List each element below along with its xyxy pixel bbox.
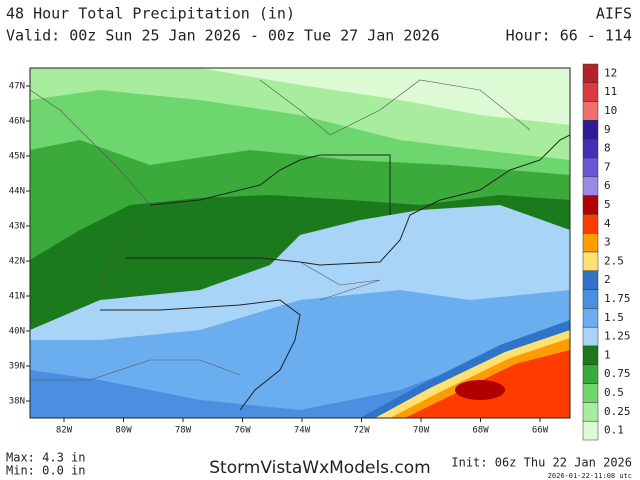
legend-label: 12 bbox=[604, 66, 617, 79]
legend-label: 0.75 bbox=[604, 367, 631, 380]
legend-swatch bbox=[582, 420, 599, 441]
lon-label: 82W bbox=[56, 426, 73, 436]
lon-label: 74W bbox=[294, 426, 311, 436]
lat-label: 44N bbox=[9, 187, 25, 197]
lat-label: 38N bbox=[9, 397, 25, 407]
legend-swatch bbox=[582, 101, 599, 121]
legend-swatch bbox=[582, 289, 599, 309]
lon-label: 72W bbox=[353, 426, 370, 436]
map-frame bbox=[29, 67, 571, 419]
legend-label: 7 bbox=[604, 160, 611, 173]
legend-swatch bbox=[582, 82, 599, 102]
legend-swatch bbox=[582, 270, 599, 290]
init-time: Init: 06z Thu 22 Jan 2026 bbox=[451, 456, 632, 470]
model: AIFS bbox=[596, 5, 632, 23]
legend-swatch bbox=[582, 157, 599, 178]
border bbox=[259, 79, 531, 136]
map bbox=[29, 67, 571, 419]
legend: 12 11 10 9 8 7 6 5 4 3 2.5 2 1.75 1.5 1.25 1 0.75 0.5 0.25… bbox=[582, 63, 631, 441]
lon-label: 70W bbox=[413, 426, 430, 436]
legend-swatch bbox=[582, 195, 599, 215]
legend-swatch bbox=[582, 120, 599, 140]
legend-swatch bbox=[582, 402, 599, 422]
lat-label: 39N bbox=[9, 362, 25, 372]
legend-label: 5 bbox=[604, 198, 611, 211]
lat-label: 47N bbox=[9, 82, 25, 92]
lon-label: 76W bbox=[234, 426, 251, 436]
legend-swatch bbox=[582, 345, 599, 366]
legend-swatch bbox=[582, 176, 599, 196]
legend-label: 9 bbox=[604, 123, 611, 136]
valid-time: Valid: 00z Sun 25 Jan 2026 - 00z Tue 27 … bbox=[6, 27, 439, 45]
legend-label: 0.25 bbox=[604, 405, 631, 418]
legend-label: 0.5 bbox=[604, 386, 624, 399]
legend-label: 10 bbox=[604, 104, 617, 117]
legend-swatch bbox=[582, 214, 599, 234]
precip-field bbox=[30, 68, 570, 418]
title: 48 Hour Total Precipitation (in) bbox=[6, 5, 295, 23]
legend-label: 2.5 bbox=[604, 254, 624, 267]
border bbox=[149, 154, 391, 215]
legend-label: 3 bbox=[604, 236, 611, 249]
lat-label: 45N bbox=[9, 152, 25, 162]
legend-label: 4 bbox=[604, 217, 611, 230]
timestamp: 2026-01-22-11:08 utc bbox=[548, 472, 632, 480]
lat-label: 42N bbox=[9, 257, 25, 267]
legend-swatch bbox=[582, 326, 599, 347]
lat-label: 41N bbox=[9, 292, 25, 302]
legend-label: 6 bbox=[604, 179, 611, 192]
lat-label: 43N bbox=[9, 222, 25, 232]
legend-label: 8 bbox=[604, 142, 611, 155]
lon-label: 80W bbox=[115, 426, 132, 436]
boundary bbox=[30, 89, 151, 291]
legend-swatch bbox=[582, 364, 599, 384]
legend-label: 2 bbox=[604, 273, 611, 286]
legend-label: 1.75 bbox=[604, 292, 631, 305]
coastline bbox=[299, 261, 381, 301]
lon-label: 68W bbox=[472, 426, 489, 436]
lat-label: 40N bbox=[9, 327, 25, 337]
legend-swatch bbox=[582, 232, 599, 253]
site-name: StormVistaWxModels.com bbox=[209, 458, 431, 478]
forecast-hour: Hour: 66 - 114 bbox=[506, 27, 632, 45]
legend-label: 1 bbox=[604, 348, 611, 361]
lat-label: 46N bbox=[9, 117, 25, 127]
legend-swatch bbox=[582, 308, 599, 328]
max-value: Max: 4.3 in bbox=[6, 451, 85, 465]
legend-label: 11 bbox=[604, 85, 617, 98]
legend-swatch bbox=[582, 63, 599, 84]
legend-label: 1.25 bbox=[604, 330, 631, 343]
coastline bbox=[100, 299, 301, 411]
min-value: Min: 0.0 in bbox=[6, 464, 85, 478]
legend-swatch bbox=[582, 251, 599, 272]
boundary bbox=[30, 359, 241, 381]
band bbox=[455, 380, 505, 400]
legend-swatch bbox=[582, 138, 599, 159]
lon-label: 78W bbox=[175, 426, 192, 436]
lon-label: 66W bbox=[532, 426, 549, 436]
legend-swatch bbox=[582, 383, 599, 403]
legend-label: 1.5 bbox=[604, 311, 624, 324]
legend-label: 0.1 bbox=[604, 424, 624, 437]
